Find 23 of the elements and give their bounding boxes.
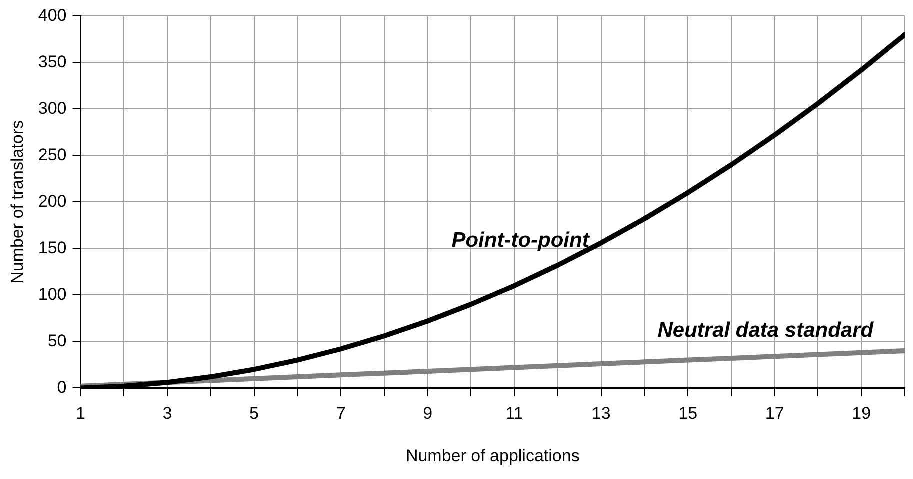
y-tick-label: 300 <box>38 98 67 118</box>
x-tick-label: 3 <box>162 404 172 424</box>
y-tick-label: 150 <box>38 238 67 258</box>
y-tick-label: 100 <box>38 284 67 304</box>
x-tick-label: 7 <box>336 404 346 424</box>
x-tick-label: 11 <box>506 404 524 424</box>
y-tick-label: 400 <box>38 6 67 25</box>
y-tick-label: 350 <box>38 52 67 72</box>
y-tick-label: 250 <box>38 145 67 164</box>
x-tick-label: 5 <box>250 404 260 424</box>
x-tick-label: 1 <box>76 404 86 424</box>
x-tick-label: 15 <box>678 404 698 424</box>
x-axis-title: Number of applications <box>406 446 580 466</box>
x-tick-label: 19 <box>852 404 872 424</box>
x-tick-label: 17 <box>765 404 784 424</box>
y-tick-label: 50 <box>48 331 67 350</box>
y-tick-label: 200 <box>38 192 67 211</box>
x-tick-label: 13 <box>592 404 611 424</box>
series-label: Point-to-point <box>452 229 590 252</box>
y-axis-title: Number of translators <box>8 120 27 284</box>
y-tick-label: 0 <box>57 378 67 397</box>
x-tick-label: 9 <box>423 404 433 424</box>
series-label: Neutral data standard <box>658 318 875 342</box>
